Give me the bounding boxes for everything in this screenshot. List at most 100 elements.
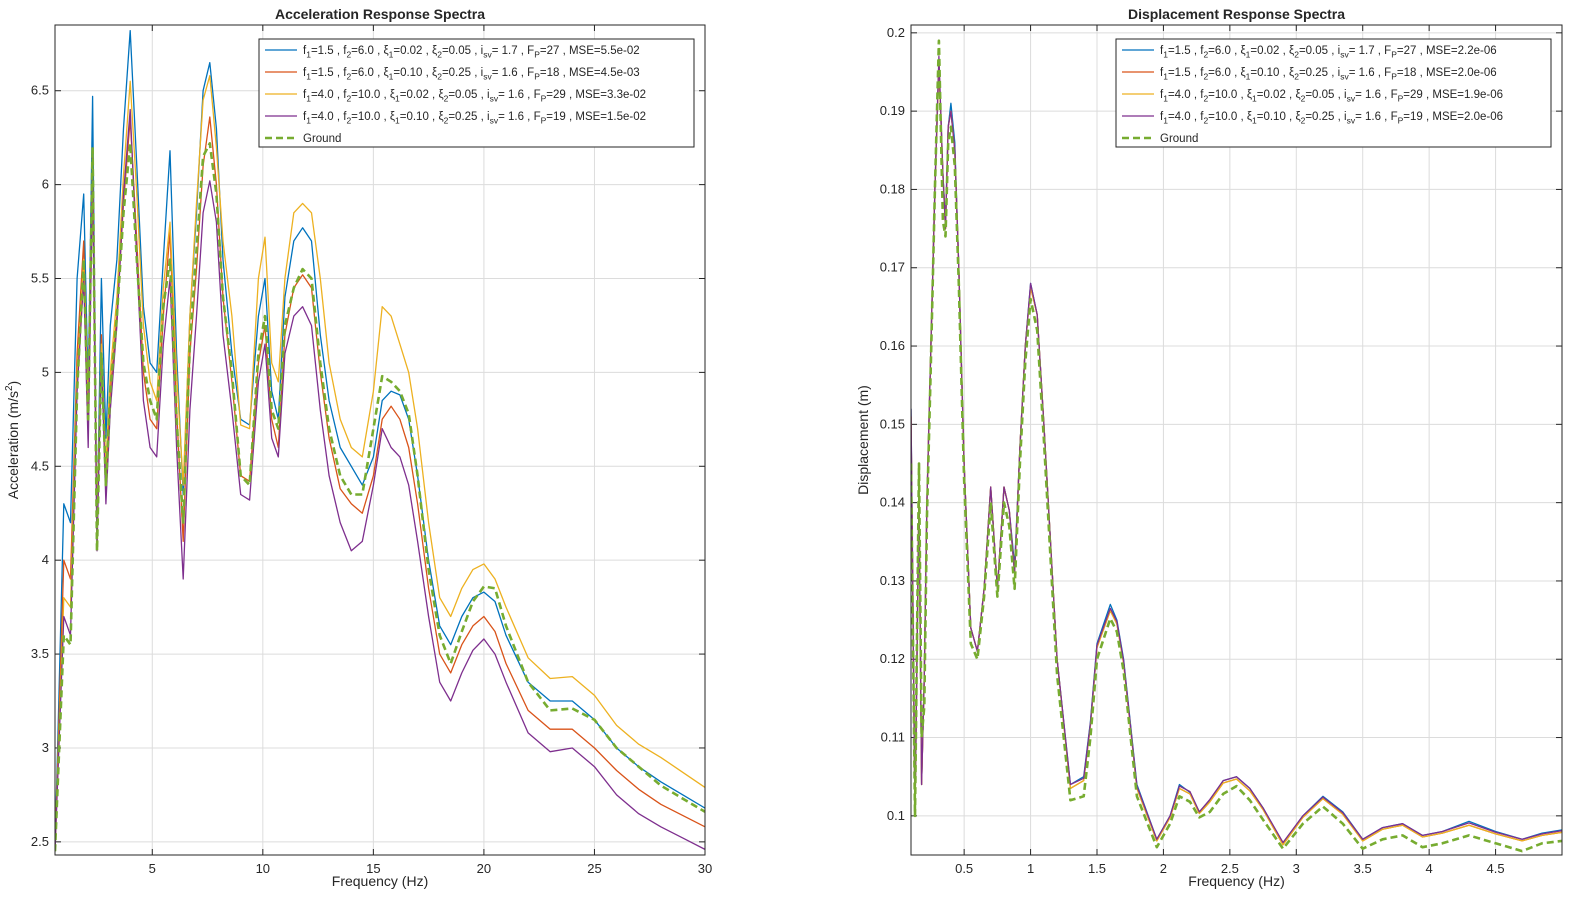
legend-symbol: f — [1200, 89, 1204, 101]
legend-text: =18 , MSE=2.0e-06 — [1397, 67, 1497, 79]
legend-symbol: i — [1338, 67, 1341, 79]
chart-1-y-tick-label: 0.18 — [880, 181, 905, 196]
legend-symbol: f — [1160, 67, 1164, 79]
legend-subscript: sv — [483, 72, 492, 82]
chart-0-y-tick-label: 3.5 — [31, 646, 49, 661]
legend-symbol: ξ — [390, 111, 395, 123]
legend-text: = 1.7 , — [1349, 45, 1384, 57]
legend-symbol: ξ — [432, 45, 437, 57]
legend-subscript: 1 — [1246, 72, 1251, 82]
legend-text: Ground — [303, 133, 341, 145]
legend-symbol: f — [1200, 45, 1204, 57]
legend-subscript: 1 — [306, 94, 311, 104]
legend-symbol: ξ — [1247, 89, 1252, 101]
chart-0-y-tick-label: 4.5 — [31, 458, 49, 473]
legend-text: =0.02 , — [1257, 89, 1296, 101]
legend-text: =10.0 , — [1208, 111, 1247, 123]
legend-symbol: f — [303, 45, 307, 57]
acceleration-chart-panel: 5 10 15 20 25 30 2.5 3 3.5 4 4.5 5 5.5 6 6.5 Accelerati… — [4, 6, 712, 889]
legend-subscript: sv — [1347, 94, 1356, 104]
legend-text: =4.0 , — [311, 89, 343, 101]
chart-0-y-axis-label-text: Acceleration (m/s — [5, 391, 21, 499]
legend-text: =1.5 , — [1168, 67, 1200, 79]
legend-text: =4.0 , — [1168, 89, 1200, 101]
legend-symbol: i — [487, 111, 490, 123]
chart-0-x-tick-label: 30 — [698, 861, 712, 876]
chart-1-title: Displacement Response Spectra — [1128, 6, 1345, 22]
displacement-chart-panel: 0.5 1 1.5 2 2.5 3 3.5 4 4.5 0.1 0.11 0.12 0.13 0.14 0.… — [855, 6, 1563, 889]
legend-subscript: sv — [490, 94, 499, 104]
legend-text: = 1.6 , — [1355, 111, 1390, 123]
legend-symbol: ξ — [383, 67, 388, 79]
legend-subscript: P — [541, 116, 547, 126]
legend-text: =0.10 , — [393, 67, 432, 79]
chart-0-legend-entry-4: f1=4.0 , f2=10.0 , ξ1=0.10 , ξ2=0.25 , i… — [303, 111, 646, 126]
legend-symbol: F — [527, 45, 534, 57]
chart-1-axes-box — [910, 24, 1563, 856]
legend-text: =0.10 , — [1250, 67, 1289, 79]
chart-0-x-tick-label: 20 — [477, 861, 491, 876]
legend-symbol: F — [1384, 45, 1391, 57]
legend-text: =1.5 , — [311, 67, 343, 79]
legend-symbol: f — [343, 45, 347, 57]
chart-0-legend-entry-2: f1=1.5 , f2=6.0 , ξ1=0.10 , ξ2=0.25 , is… — [303, 67, 640, 82]
legend-text: =0.02 , — [1250, 45, 1289, 57]
legend-symbol: f — [1160, 111, 1164, 123]
chart-1-y-tick-label: 0.17 — [880, 260, 905, 275]
legend-text: = 1.7 , — [492, 45, 527, 57]
chart-1-y-tick-label: 0.13 — [880, 573, 905, 588]
legend-subscript: P — [1398, 116, 1404, 126]
chart-0-legend: f1=1.5 , f2=6.0 , ξ1=0.02 , ξ2=0.05 , is… — [258, 38, 695, 148]
legend-subscript: P — [534, 72, 540, 82]
legend-symbol: f — [343, 67, 347, 79]
legend-text: =10.0 , — [351, 111, 390, 123]
legend-text: =19 , MSE=2.0e-06 — [1403, 111, 1503, 123]
legend-text: =1.5 , — [1168, 45, 1200, 57]
chart-1-y-tick-label: 0.19 — [880, 103, 905, 118]
legend-symbol: f — [303, 67, 307, 79]
legend-symbol: ξ — [438, 89, 443, 101]
chart-1-y-axis-label: Displacement (m) — [855, 385, 871, 495]
legend-text: =18 , MSE=4.5e-03 — [540, 67, 640, 79]
legend-symbol: f — [1160, 89, 1164, 101]
legend-subscript: 2 — [1203, 116, 1208, 126]
legend-subscript: 2 — [437, 72, 442, 82]
legend-symbol: f — [303, 111, 307, 123]
legend-text: =10.0 , — [351, 89, 390, 101]
chart-1-series-ground-line — [911, 39, 1562, 853]
legend-subscript: 2 — [1203, 72, 1208, 82]
legend-subscript: 1 — [1246, 50, 1251, 60]
legend-symbol: ξ — [383, 45, 388, 57]
legend-symbol: F — [1384, 67, 1391, 79]
chart-1-legend-entry-1: f1=1.5 , f2=6.0 , ξ1=0.02 , ξ2=0.05 , is… — [1160, 45, 1497, 60]
legend-subscript: 1 — [1252, 94, 1257, 104]
legend-text: Ground — [1160, 133, 1198, 145]
legend-subscript: 1 — [395, 94, 400, 104]
legend-symbol: ξ — [1240, 67, 1245, 79]
legend-symbol: F — [527, 67, 534, 79]
chart-0-x-axis-label: Frequency (Hz) — [332, 873, 428, 889]
legend-text: =4.0 , — [1168, 111, 1200, 123]
chart-0-legend-entry-5: Ground — [303, 133, 341, 145]
legend-text: =1.5 , — [311, 45, 343, 57]
legend-subscript: 1 — [306, 50, 311, 60]
legend-subscript: 2 — [437, 50, 442, 60]
legend-subscript: sv — [1340, 50, 1349, 60]
chart-0-y-tick-label: 4 — [42, 552, 49, 567]
legend-text: =0.05 , — [448, 89, 487, 101]
chart-1-x-tick-label: 0.5 — [955, 861, 973, 876]
legend-subscript: 1 — [389, 50, 394, 60]
legend-text: =0.10 , — [1257, 111, 1296, 123]
legend-text: = 1.6 , — [1349, 67, 1384, 79]
legend-text: =0.02 , — [400, 89, 439, 101]
legend-subscript: sv — [1347, 116, 1356, 126]
chart-1-x-tick-label: 2.5 — [1221, 861, 1239, 876]
legend-symbol: i — [1344, 89, 1347, 101]
chart-1-x-axis-label: Frequency (Hz) — [1188, 873, 1284, 889]
chart-1-y-tick-label: 0.14 — [880, 495, 905, 510]
chart-0-y-tick-label: 6.5 — [31, 83, 49, 98]
legend-text: =19 , MSE=1.5e-02 — [546, 111, 646, 123]
legend-symbol: ξ — [1295, 89, 1300, 101]
legend-symbol: f — [1200, 111, 1204, 123]
chart-0-y-tick-label: 3 — [42, 740, 49, 755]
